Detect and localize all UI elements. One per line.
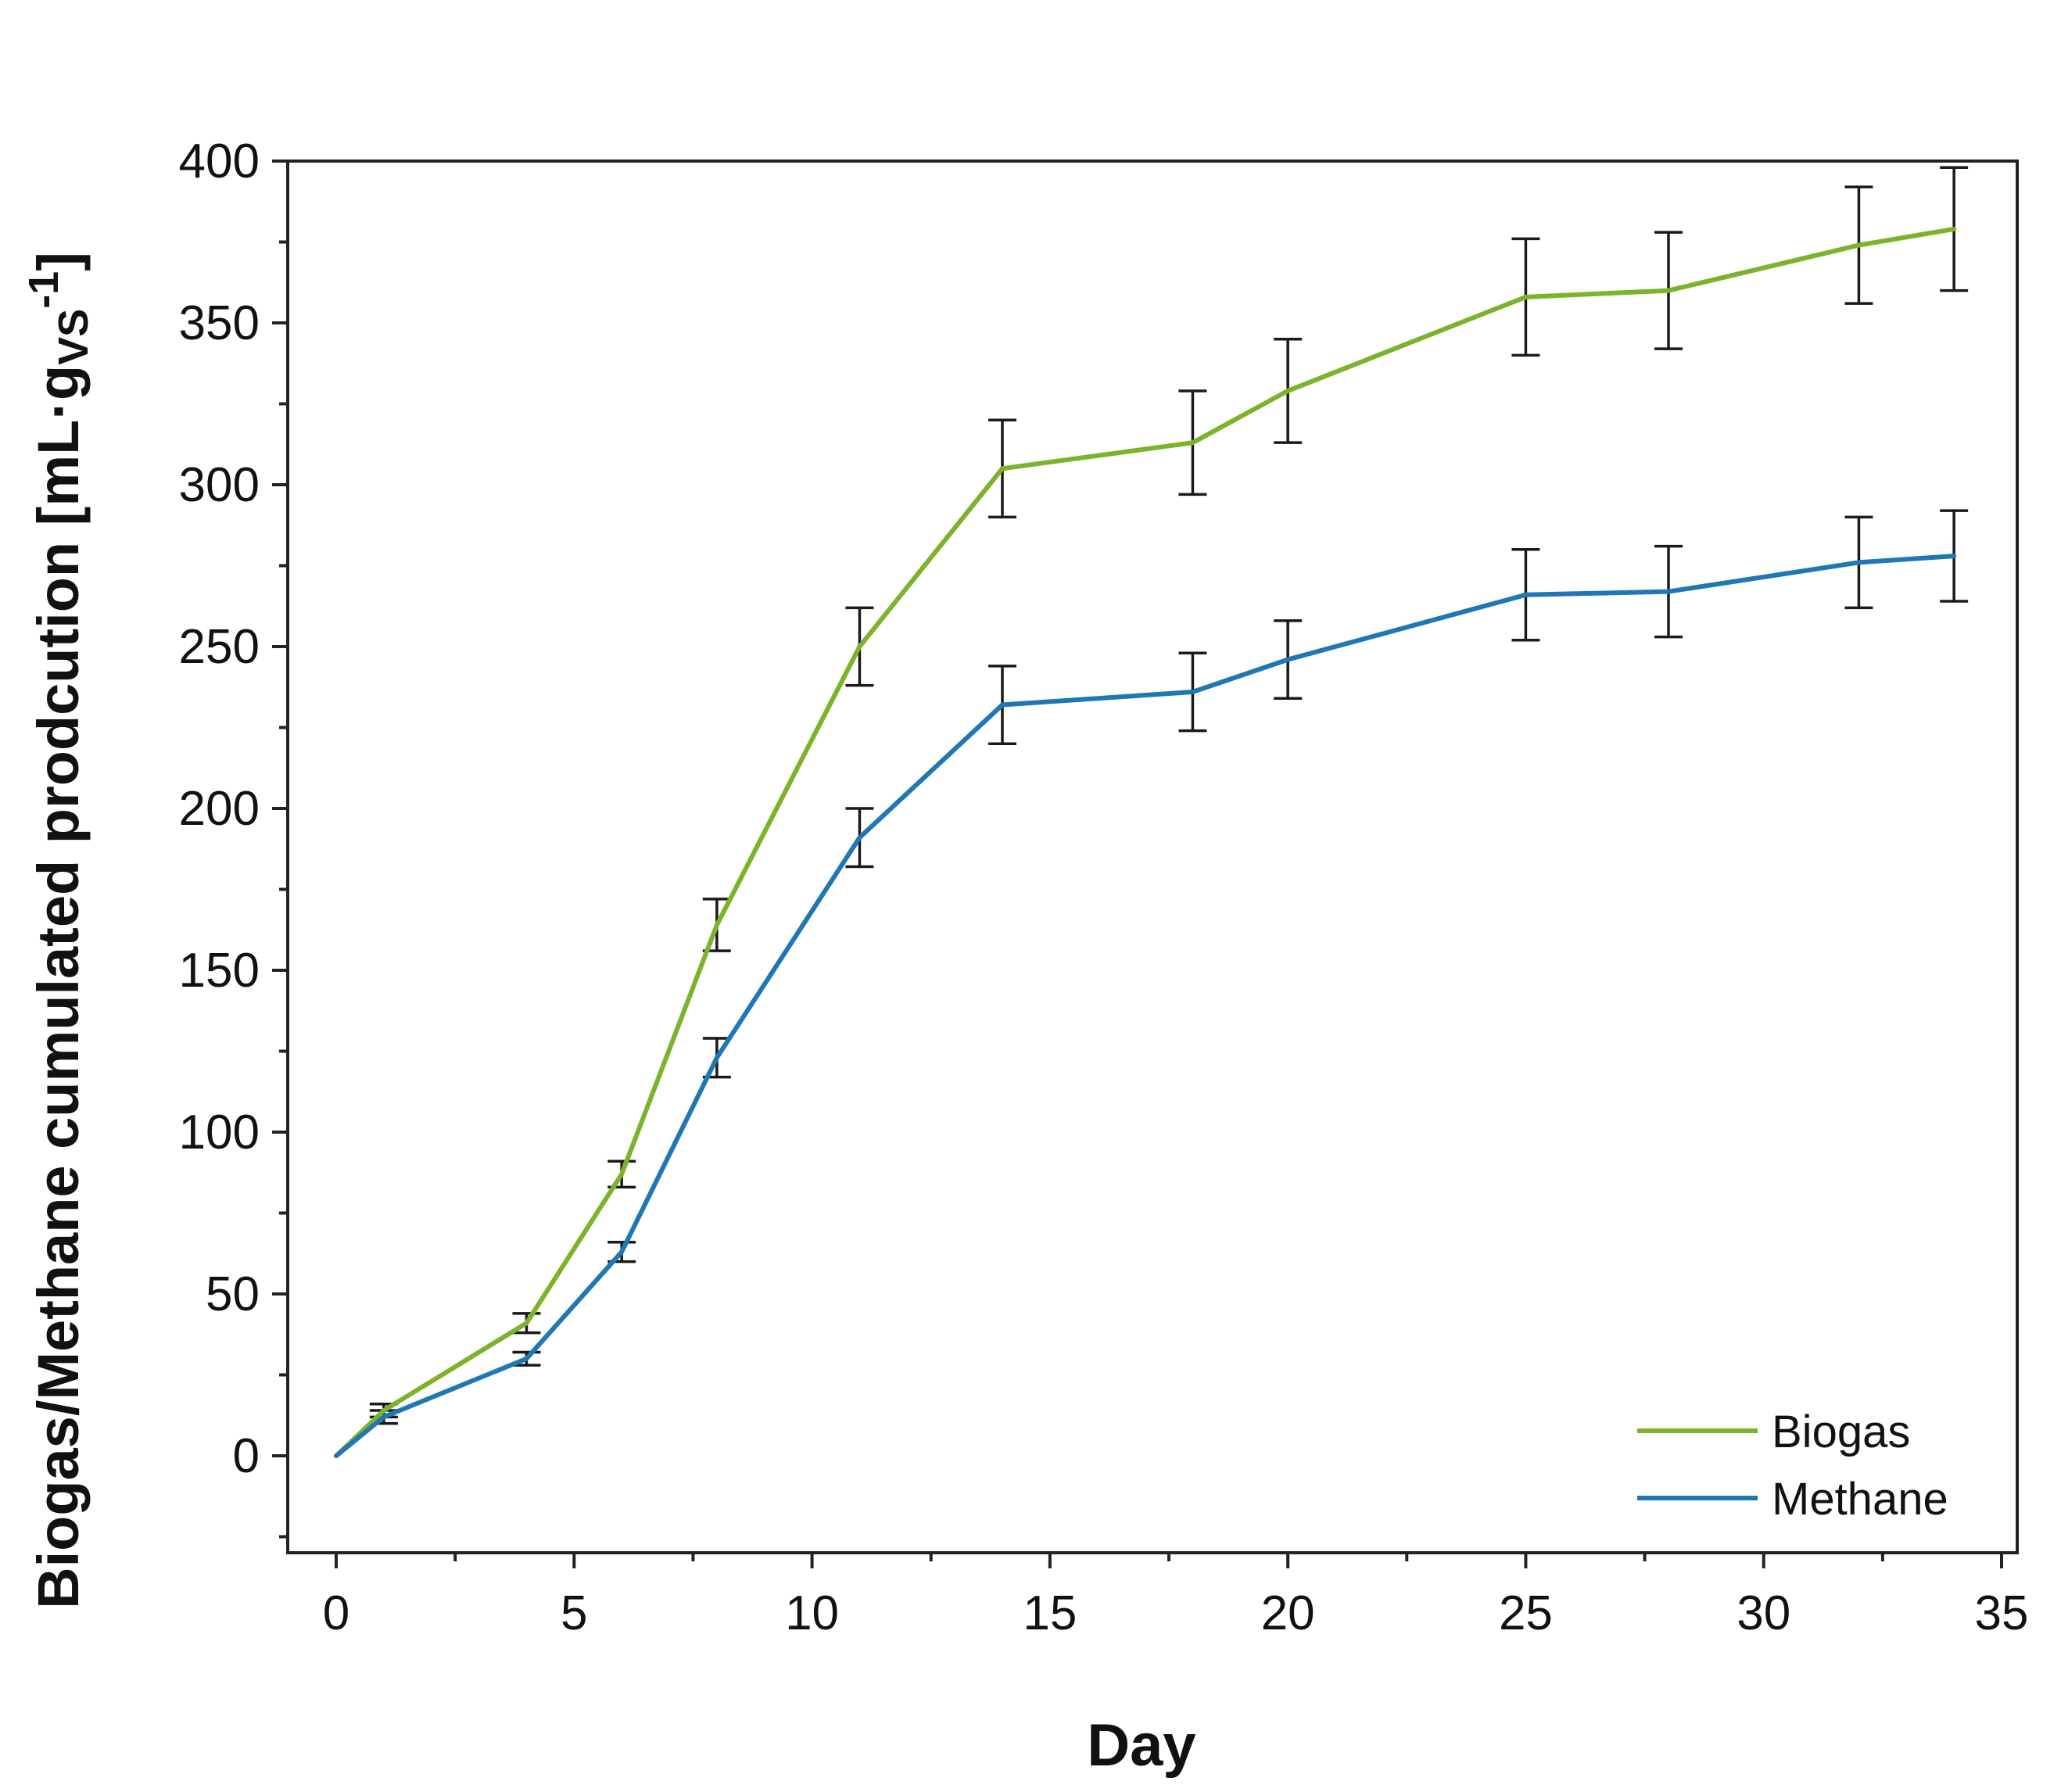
biogas-line (334, 226, 1957, 1458)
x-tick-label: 0 (323, 1586, 349, 1640)
y-tick-label: 400 (179, 134, 260, 188)
y-tick-label: 200 (179, 782, 260, 836)
y-tick-label: 250 (179, 620, 260, 674)
x-tick-label: 35 (1975, 1586, 2029, 1640)
y-tick-label: 100 (179, 1106, 260, 1159)
y-axis-title-main: Biogas/Methane cumulated prodcution [mL·… (26, 365, 91, 1609)
methane-line (334, 554, 1957, 1458)
legend-label-methane: Methane (1772, 1474, 1948, 1525)
legend: Biogas Methane (1637, 1407, 1948, 1525)
legend-label-biogas: Biogas (1772, 1407, 1910, 1457)
y-axis-title: Biogas/Methane cumulated prodcution [mL·… (20, 252, 97, 1609)
x-tick-label: 10 (785, 1586, 839, 1640)
x-tick-label: 30 (1737, 1586, 1790, 1640)
y-axis-title-superscript: -1 (20, 271, 67, 309)
y-tick-label: 50 (206, 1267, 260, 1321)
x-axis-title: Day (1087, 1712, 1195, 1779)
x-tick-label: 25 (1499, 1586, 1553, 1640)
y-tick-label: 0 (233, 1429, 260, 1483)
x-tick-label: 20 (1261, 1586, 1315, 1640)
x-tick-label: 5 (561, 1586, 587, 1640)
y-axis-title-close: ] (26, 252, 91, 271)
y-tick-label: 150 (179, 944, 260, 998)
error-bars (369, 166, 1969, 1425)
series-lines (334, 226, 1957, 1458)
y-tick-label: 300 (179, 458, 260, 512)
x-tick-label: 15 (1023, 1586, 1077, 1640)
plot-frame (286, 159, 2019, 1554)
y-tick-label: 350 (179, 296, 260, 350)
y-axis-title-subscript: VS (50, 309, 97, 365)
